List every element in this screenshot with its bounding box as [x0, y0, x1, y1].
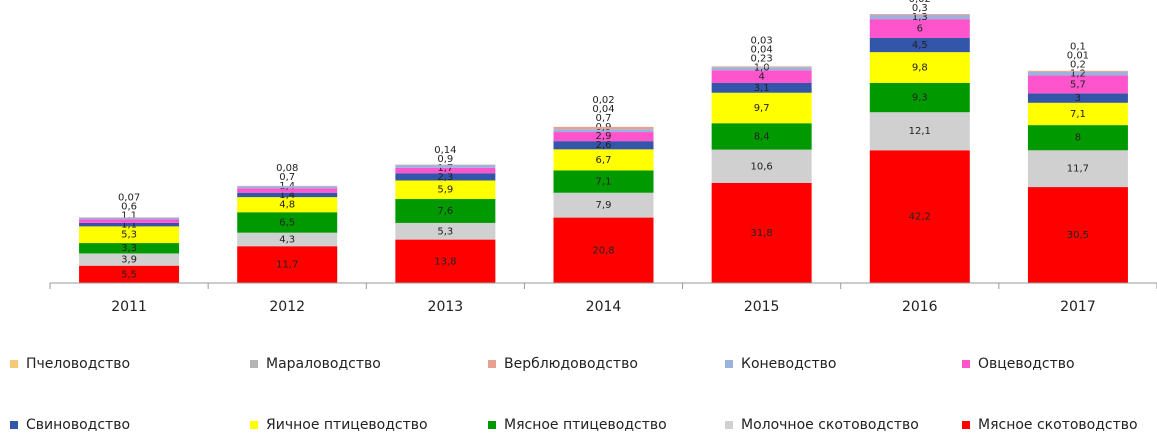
legend-swatch	[488, 421, 496, 429]
value-label: 20,8	[592, 245, 614, 256]
legend-swatch	[725, 360, 733, 368]
value-label: 4,5	[912, 40, 928, 51]
value-label: 5,3	[437, 226, 453, 237]
value-label: 0,02	[909, 0, 931, 5]
value-label: 0,07	[118, 193, 140, 204]
value-label: 7,1	[1070, 109, 1086, 120]
bar-segment	[712, 67, 812, 68]
bar-segment	[554, 127, 654, 129]
value-label: 42,2	[909, 212, 931, 223]
legend-swatch	[250, 360, 258, 368]
legend-label: Мараловодство	[266, 356, 381, 372]
legend-label: Мясное птицеводство	[504, 417, 667, 433]
x-tick-label: 2013	[428, 299, 464, 315]
legend-label: Коневодство	[741, 356, 836, 372]
x-tick-label: 2017	[1060, 299, 1096, 315]
value-label: 3	[1075, 93, 1081, 104]
value-label: 7,1	[596, 177, 612, 188]
bar-segment	[395, 165, 495, 168]
legend-label: Верблюдоводство	[504, 356, 638, 372]
legend-label: Молочное скотоводство	[741, 417, 919, 433]
value-label: 30,5	[1067, 230, 1089, 241]
value-label: 0,03	[751, 36, 773, 47]
value-label: 7,9	[596, 200, 612, 211]
legend-swatch	[488, 360, 496, 368]
value-label: 7,6	[437, 206, 453, 217]
value-label: 6	[917, 24, 923, 35]
value-label: 9,3	[912, 93, 928, 104]
bar-segment	[79, 218, 179, 220]
legend-label: Мясное скотоводство	[978, 417, 1138, 433]
value-label: 3,9	[121, 255, 137, 266]
value-label: 6,7	[596, 155, 612, 166]
legend-swatch	[962, 421, 970, 429]
value-label: 3,1	[754, 83, 770, 94]
value-label: 0,08	[276, 163, 298, 174]
legend-swatch	[10, 421, 18, 429]
legend-swatch	[10, 360, 18, 368]
value-label: 9,7	[754, 103, 770, 114]
bar-segment	[870, 14, 970, 15]
value-label: 5,7	[1070, 79, 1086, 90]
legend-swatch	[962, 360, 970, 368]
value-label: 0,1	[1070, 42, 1086, 53]
value-label: 5,5	[121, 269, 137, 280]
value-label: 4,8	[279, 200, 295, 211]
value-label: 6,5	[279, 217, 295, 228]
value-label: 13,8	[434, 256, 456, 267]
legend-swatch	[250, 421, 258, 429]
value-label: 11,7	[276, 260, 298, 271]
value-label: 9,8	[912, 63, 928, 74]
x-tick-label: 2014	[586, 299, 622, 315]
bar-segment	[237, 186, 337, 188]
x-tick-label: 2011	[111, 299, 147, 315]
value-label: 5,9	[437, 185, 453, 196]
bar-segment	[1028, 71, 1128, 72]
value-label: 11,7	[1067, 164, 1089, 175]
value-label: 12,1	[909, 126, 931, 137]
x-tick-label: 2012	[269, 299, 305, 315]
legend-label: Овцеводство	[978, 356, 1075, 372]
value-label: 10,6	[751, 161, 773, 172]
x-tick-label: 2016	[902, 299, 938, 315]
legend-label: Свиноводство	[26, 417, 130, 433]
value-label: 31,8	[751, 228, 773, 239]
x-tick-label: 2015	[744, 299, 780, 315]
value-label: 8	[1075, 133, 1081, 144]
value-label: 8,4	[754, 131, 770, 142]
value-label: 0,02	[592, 95, 614, 106]
value-label: 4,3	[279, 234, 295, 245]
legend-label: Яичное птицеводство	[266, 417, 428, 433]
value-label: 5,3	[121, 230, 137, 241]
legend-swatch	[725, 421, 733, 429]
legend-label: Пчеловодство	[26, 356, 130, 372]
value-label: 0,14	[434, 145, 456, 156]
value-label: 3,3	[121, 243, 137, 254]
